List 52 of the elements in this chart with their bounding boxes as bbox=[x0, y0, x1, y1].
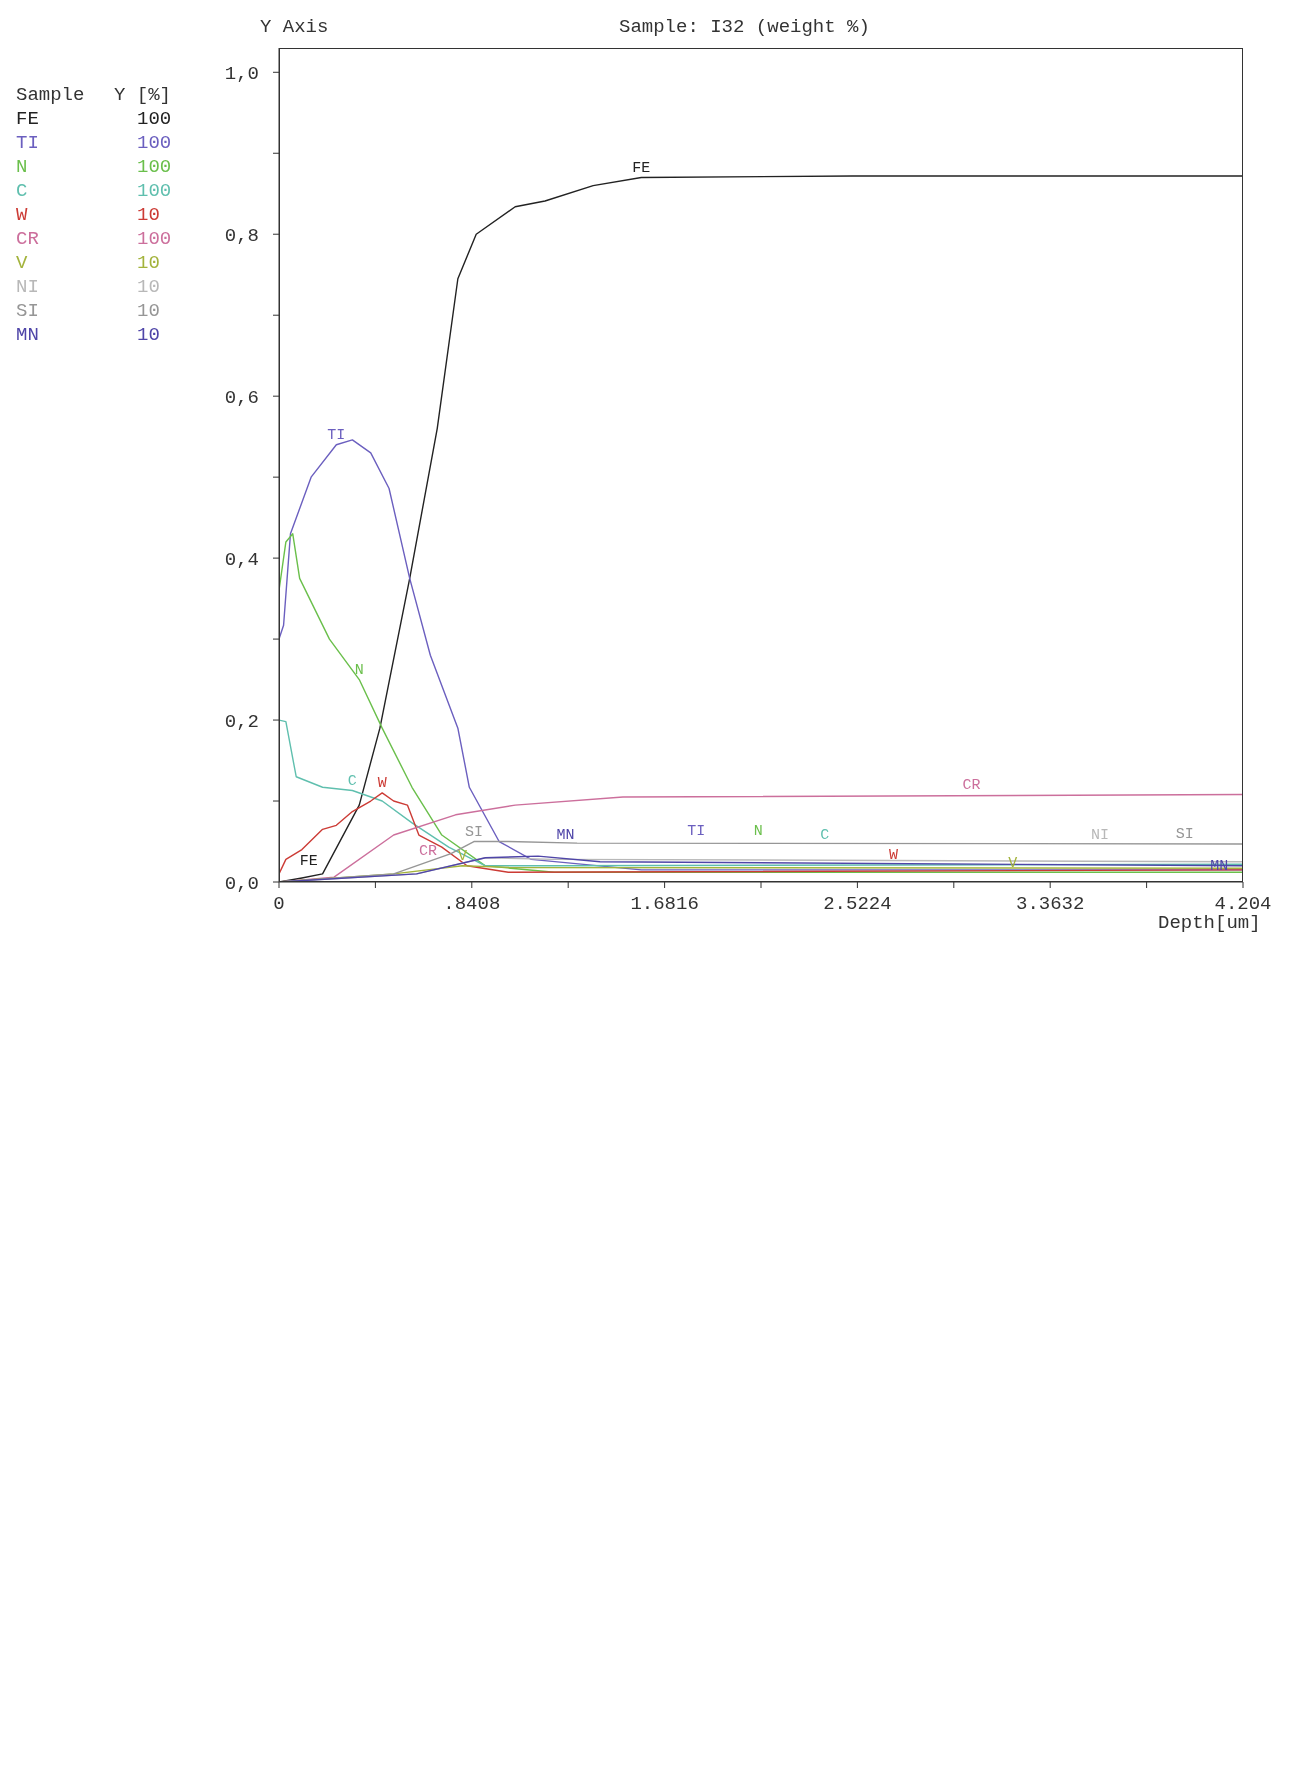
chart-title: Sample: I32 (weight %) bbox=[619, 16, 870, 38]
y-axis-title: Y Axis bbox=[260, 16, 329, 38]
text: N bbox=[15, 155, 29, 179]
text: 100 bbox=[137, 155, 172, 179]
annotation: C bbox=[347, 772, 357, 790]
annotation: SI bbox=[464, 823, 483, 841]
text: 10 bbox=[137, 203, 160, 227]
annotation: C bbox=[820, 826, 830, 844]
text: V bbox=[15, 251, 29, 275]
annotation: SI bbox=[1175, 825, 1194, 843]
y-tick-label: 1,0 bbox=[224, 63, 259, 86]
annotation: CR bbox=[419, 842, 438, 860]
text: SI bbox=[15, 299, 40, 323]
text: 100 bbox=[137, 179, 172, 203]
y-tick-label: 0,4 bbox=[224, 548, 259, 571]
text: 100 bbox=[137, 227, 172, 251]
annotation: TI bbox=[687, 822, 706, 840]
annotation: NI bbox=[1090, 826, 1109, 844]
y-tick-label: 0,6 bbox=[224, 386, 259, 409]
text: FE bbox=[15, 107, 40, 131]
text: NI bbox=[15, 275, 40, 299]
annotation: N bbox=[753, 822, 763, 840]
annotation: W bbox=[889, 847, 899, 864]
text: C bbox=[15, 179, 29, 203]
annotation: FE bbox=[299, 853, 318, 871]
x-tick-label: 1.6816 bbox=[630, 893, 699, 916]
text: W bbox=[15, 203, 29, 227]
annotation: N bbox=[354, 661, 364, 679]
annotation: TI bbox=[327, 426, 346, 444]
y-tick-label: 0,0 bbox=[224, 872, 259, 895]
x-tick-label: 2.5224 bbox=[823, 893, 892, 916]
y-tick-label: 0,2 bbox=[224, 710, 259, 733]
y-tick-label: 0,8 bbox=[224, 224, 259, 247]
text: 100 bbox=[137, 107, 172, 131]
text: 100 bbox=[137, 131, 172, 155]
annotation: CR bbox=[962, 777, 981, 795]
text: Y [%] bbox=[114, 83, 172, 107]
x-tick-label: 3.3632 bbox=[1015, 893, 1085, 916]
x-tick-label: .8408 bbox=[443, 893, 501, 916]
text: 10 bbox=[137, 299, 160, 323]
annotation: FE bbox=[632, 159, 651, 177]
annotation: W bbox=[377, 774, 387, 792]
legend-title: Sample bbox=[15, 83, 86, 107]
text: CR bbox=[15, 227, 40, 251]
text: 10 bbox=[137, 275, 160, 299]
line-series bbox=[279, 533, 1243, 873]
annotation: MN bbox=[556, 826, 575, 844]
text: MN bbox=[15, 323, 40, 347]
x-tick-label: 0 bbox=[273, 893, 285, 916]
text: 10 bbox=[137, 323, 160, 347]
text: TI bbox=[15, 131, 40, 155]
text: 10 bbox=[137, 251, 160, 275]
